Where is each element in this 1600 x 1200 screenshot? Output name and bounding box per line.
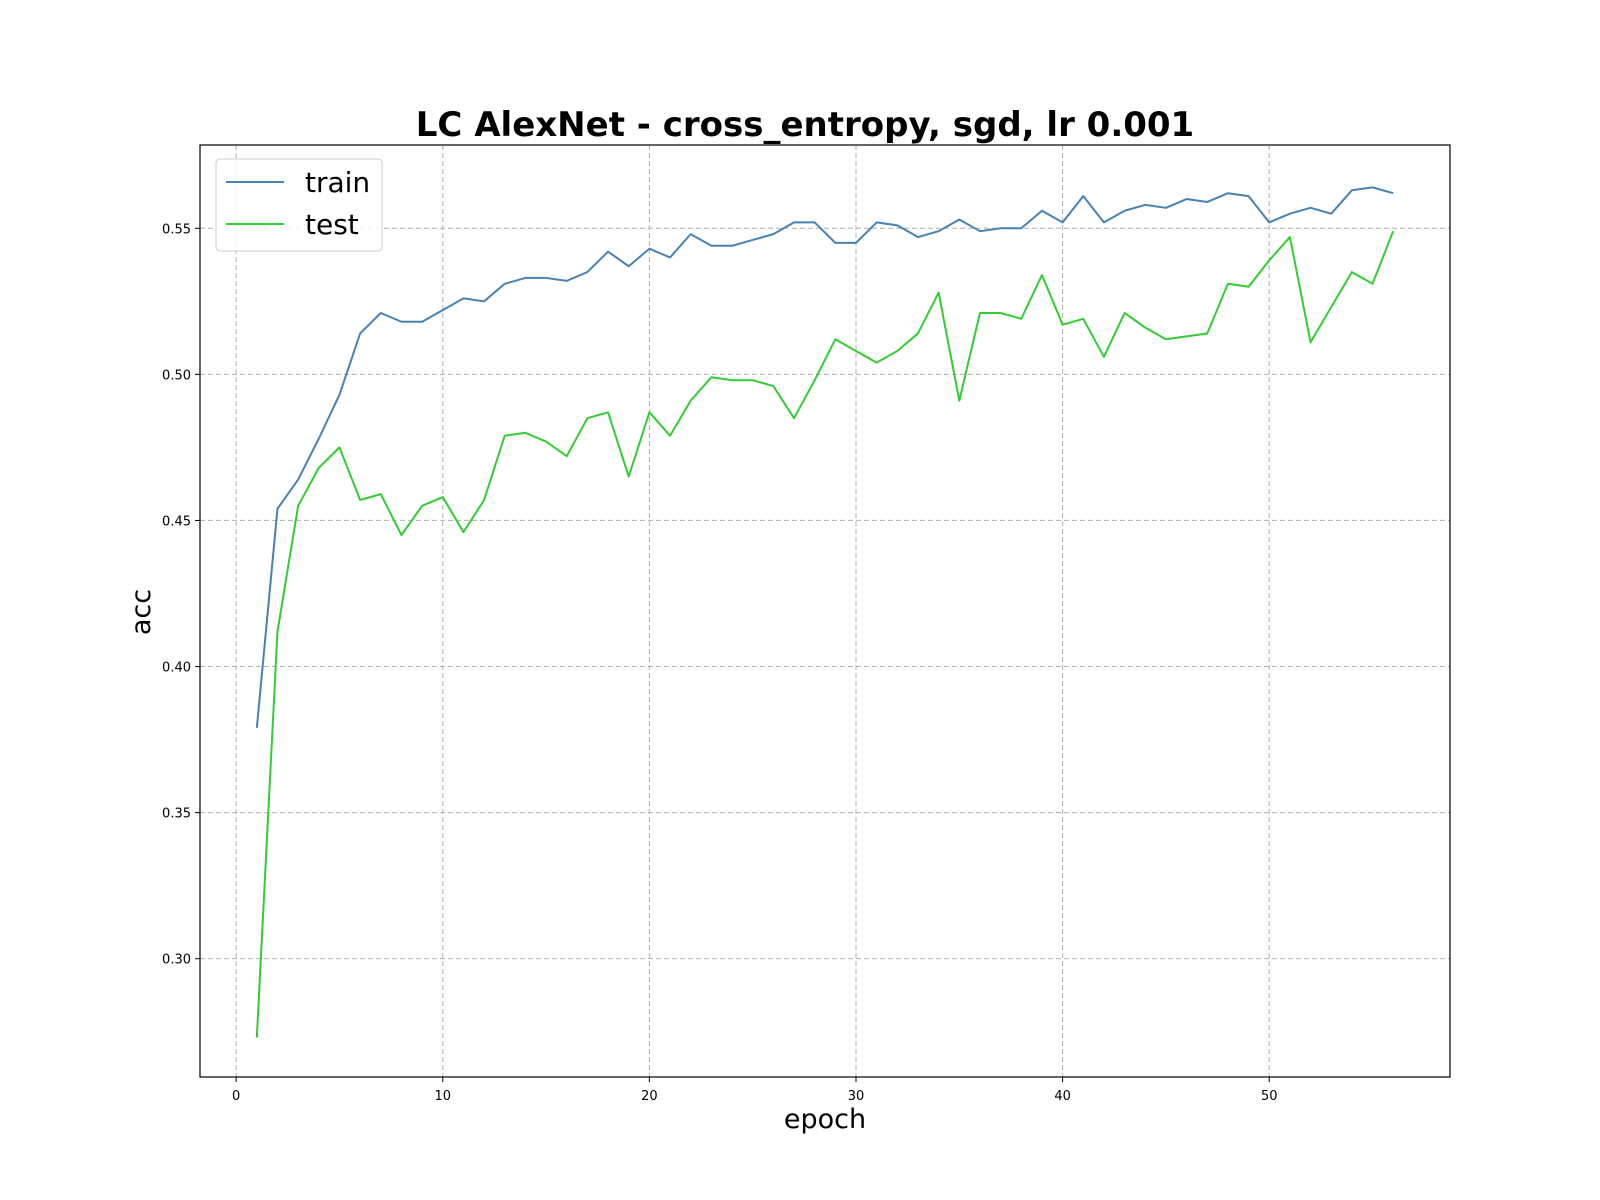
x-tick-label: 50	[1261, 1089, 1278, 1104]
legend-test-label: test	[305, 208, 359, 241]
chart-title: LC AlexNet - cross_entropy, sgd, lr 0.00…	[416, 105, 1194, 145]
y-tick-label: 0.50	[162, 368, 191, 383]
x-tick-label: 10	[434, 1089, 451, 1104]
x-tick-label: 40	[1054, 1089, 1071, 1104]
y-tick-label: 0.35	[162, 807, 191, 822]
x-axis-label: epoch	[784, 1104, 866, 1135]
x-tick-label: 30	[848, 1089, 865, 1104]
y-axis-label: acc	[126, 589, 157, 635]
grid-lines	[200, 145, 1450, 1077]
legend-train-label: train	[305, 166, 370, 199]
y-tick-label: 0.40	[162, 661, 191, 676]
x-tick-label: 0	[232, 1089, 240, 1104]
series-line-train	[255, 186, 1394, 728]
plot-area-frame	[199, 144, 1451, 1078]
y-tick-label: 0.30	[162, 953, 191, 968]
legend: train test	[215, 158, 383, 252]
series-lines	[255, 186, 1395, 1038]
axis-ticks: 0 10 20 30 40 50 0.30 0.35 0.40 0.45 0.50 0.55	[162, 222, 1277, 1104]
y-tick-label: 0.45	[162, 514, 191, 529]
y-tick-label: 0.55	[162, 222, 191, 237]
x-tick-label: 20	[641, 1089, 658, 1104]
series-line-test	[255, 230, 1395, 1038]
